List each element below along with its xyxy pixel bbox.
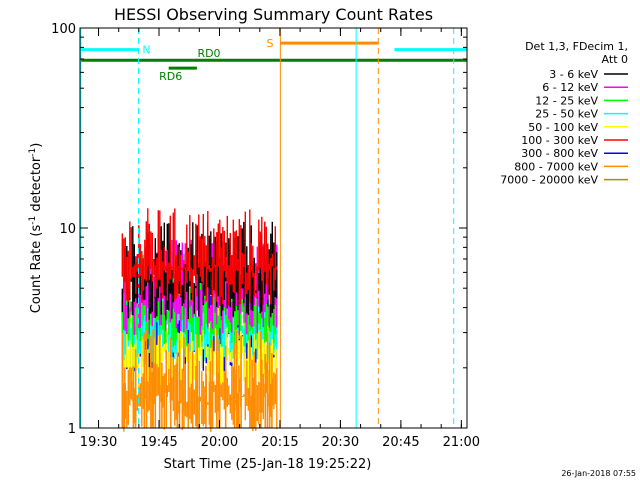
flag-rd0-label: RD0 (197, 47, 220, 60)
legend-entry-label: 6 - 12 keV (542, 81, 598, 94)
legend-entry-label: 3 - 6 keV (549, 68, 598, 81)
x-tick-label: 20:00 (201, 435, 238, 450)
legend-entry-label: 7000 - 20000 keV (500, 174, 598, 187)
y-tick-label: 10 (59, 222, 76, 237)
legend-header-line: Det 1,3, FDecim 1, (525, 40, 628, 53)
legend-entry-label: 100 - 300 keV (521, 134, 598, 147)
y-axis-label: Count Rate (s-1 detector-1) (28, 143, 44, 314)
x-tick-label: 20:15 (261, 435, 298, 450)
x-tick-label: 19:45 (140, 435, 177, 450)
y-tick-label: 100 (51, 22, 76, 37)
x-tick-label: 19:30 (80, 435, 117, 450)
series-spikes-800-7000 (121, 328, 273, 428)
x-tick-label: 21:00 (443, 435, 480, 450)
flag-n-label: N (142, 44, 150, 57)
legend-entry-label: 12 - 25 keV (535, 94, 598, 107)
flag-rd6-label: RD6 (159, 70, 182, 83)
x-tick-label: 20:30 (322, 435, 359, 450)
x-axis-ticks: 19:30 19:45 20:00 20:15 20:30 20:45 21:00 (80, 28, 480, 450)
series-band-5 (121, 208, 278, 306)
data-bands (121, 208, 278, 432)
legend-entry-label: 50 - 100 keV (528, 121, 598, 134)
chart-title: HESSI Observing Summary Count Rates (114, 5, 433, 24)
legend-entry-label: 300 - 800 keV (521, 147, 598, 160)
flag-s-label: S (267, 37, 274, 50)
date-stamp: 26-Jan-2018 07:55 (561, 469, 636, 478)
legend-entry-label: 800 - 7000 keV (514, 160, 598, 173)
legend-entry-label: 25 - 50 keV (535, 108, 598, 121)
x-axis-label: Start Time (25-Jan-18 19:25:22) (164, 457, 372, 472)
y-axis-ticks: 1 10 100 (51, 22, 467, 437)
legend-header-line: Att 0 (602, 53, 628, 66)
y-tick-label: 1 (68, 422, 76, 437)
x-tick-label: 20:45 (382, 435, 419, 450)
flag-lines: N S RD0 RD6 (80, 37, 467, 83)
